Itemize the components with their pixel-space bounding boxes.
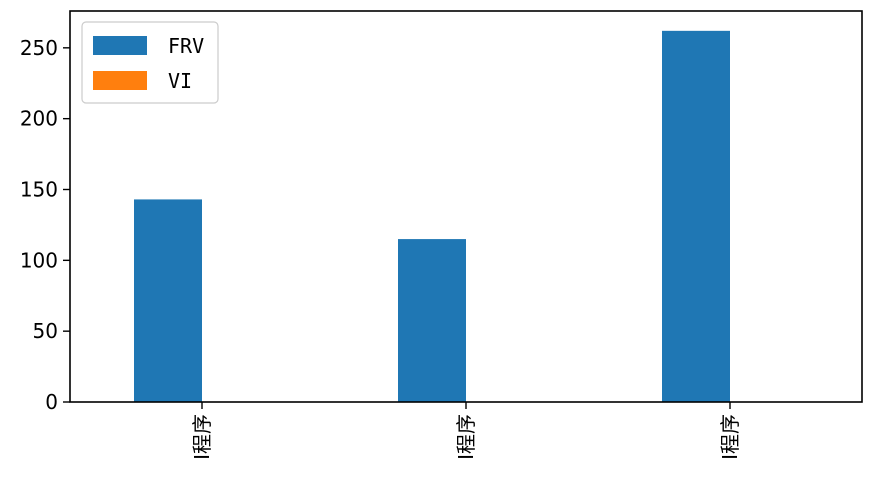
y-tick-label: 100 [20, 248, 58, 272]
bar-frv-3 [662, 30, 730, 402]
x-tick-label: I程序 [454, 414, 478, 460]
y-tick-label: 200 [20, 107, 58, 131]
x-tick-label: I程序 [718, 414, 742, 460]
y-tick-label: 150 [20, 178, 58, 202]
bar-frv-2 [398, 239, 466, 402]
legend: FRV VI [81, 21, 219, 104]
plot-frame [69, 10, 863, 403]
x-axis: I程序 I程序 I程序 [190, 402, 742, 460]
legend-label-vi: VI [168, 69, 192, 93]
y-axis: 0 50 100 150 200 250 [20, 36, 70, 414]
bar-frv-1 [134, 199, 202, 402]
x-tick-label: I程序 [190, 414, 214, 460]
y-tick-label: 0 [45, 390, 58, 414]
legend-swatch-vi [93, 71, 147, 90]
bars-group [134, 30, 730, 402]
legend-swatch-frv [93, 36, 147, 55]
y-tick-label: 250 [20, 36, 58, 60]
legend-label-frv: FRV [168, 34, 204, 58]
y-tick-label: 50 [33, 319, 58, 343]
